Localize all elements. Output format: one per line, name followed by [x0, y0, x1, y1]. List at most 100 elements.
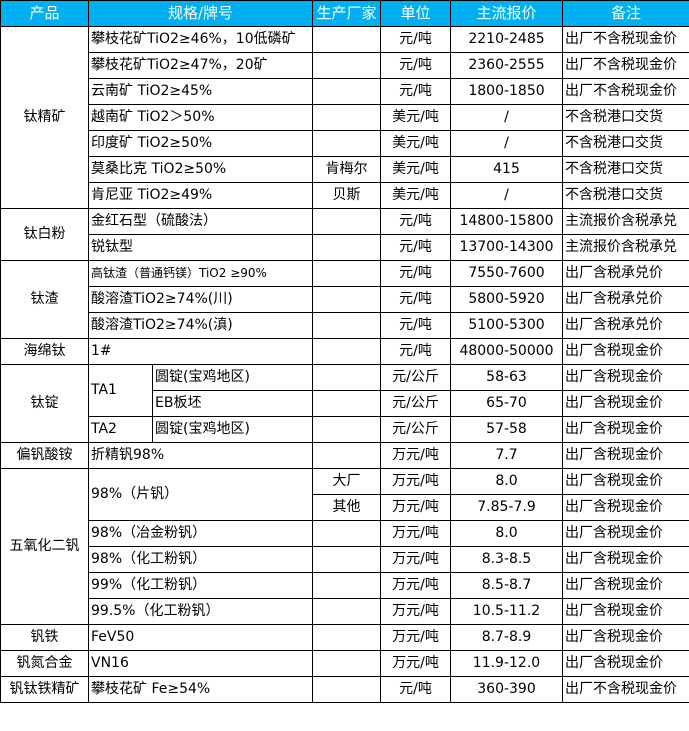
spec-cell: 越南矿 TiO2＞50%	[88, 104, 313, 131]
price-cell: 8.3-8.5	[450, 546, 563, 573]
table-row: TA2 圆锭(宝鸡地区) 元/公斤 57-58 出厂含税现金价	[1, 416, 689, 443]
unit-cell: 万元/吨	[380, 624, 451, 651]
maker-cell	[312, 286, 381, 313]
unit-cell: 元/吨	[380, 78, 451, 105]
header-row: 产品 规格/牌号 生产厂家 单位 主流报价 备注	[0, 0, 689, 27]
sub-spec-cell: 圆锭(宝鸡地区)	[152, 416, 313, 443]
unit-cell: 元/吨	[380, 234, 451, 261]
spec-cell: 云南矿 TiO2≥45%	[88, 78, 313, 105]
table-row: 云南矿 TiO2≥45% 元/吨 1800-1850 出厂不含税现金价	[1, 78, 689, 105]
spec-cell: FeV50	[88, 624, 313, 651]
spec-cell: 攀枝花矿 Fe≥54%	[88, 676, 313, 703]
maker-cell	[312, 650, 381, 677]
unit-cell: 元/吨	[380, 676, 451, 703]
table-row: 98%（化工粉钒） 万元/吨 8.3-8.5 出厂含税现金价	[1, 546, 689, 573]
spec-cell: 高钛渣（普通钙镁）TiO2 ≥90%	[88, 260, 313, 287]
spec-cell: 98%（冶金粉钒）	[88, 520, 313, 547]
price-table: 产品 规格/牌号 生产厂家 单位 主流报价 备注 钛精矿 攀枝花矿TiO2≥46%…	[0, 0, 689, 703]
note-cell: 出厂不含税现金价	[562, 26, 689, 53]
maker-cell	[312, 416, 381, 443]
unit-cell: 万元/吨	[380, 572, 451, 599]
price-cell: 415	[450, 156, 563, 183]
price-cell: 2210-2485	[450, 26, 563, 53]
unit-cell: 万元/吨	[380, 468, 451, 495]
table-row: 钛白粉 金红石型（硫酸法） 元/吨 14800-15800 主流报价含税承兑	[0, 208, 689, 261]
unit-cell: 元/公斤	[380, 364, 451, 391]
product-cell: 钛白粉	[0, 208, 89, 261]
table-row: 钛精矿 攀枝花矿TiO2≥46%，10低磷矿 元/吨 2210-2485 出厂不含税现金…	[0, 26, 689, 209]
spec-cell: 攀枝花矿TiO2≥47%，20矿	[88, 52, 313, 79]
maker-cell	[312, 26, 381, 53]
maker-cell	[312, 572, 381, 599]
product-cell: 钛锭	[0, 364, 89, 443]
unit-cell: 美元/吨	[380, 104, 451, 131]
maker-cell	[312, 78, 381, 105]
price-cell: 58-63	[450, 364, 563, 391]
note-cell: 出厂含税现金价	[562, 416, 689, 443]
note-cell: 出厂含税现金价	[562, 650, 689, 677]
product-cell: 钒钛铁精矿	[0, 676, 89, 703]
spec-cell: 锐钛型	[88, 234, 313, 261]
note-cell: 出厂含税现金价	[562, 572, 689, 599]
product-cell: 钛精矿	[0, 26, 89, 209]
header-note: 备注	[562, 0, 689, 27]
unit-cell: 万元/吨	[380, 546, 451, 573]
spec-cell: TA1	[88, 364, 153, 417]
price-cell: 360-390	[450, 676, 563, 703]
maker-cell	[312, 312, 381, 339]
product-cell: 钛渣	[0, 260, 89, 339]
price-cell: 5800-5920	[450, 286, 563, 313]
maker-cell	[312, 52, 381, 79]
note-cell: 不含税港口交货	[562, 182, 689, 209]
note-cell: 出厂含税承兑价	[562, 312, 689, 339]
maker-cell: 其他	[312, 494, 381, 521]
price-cell: /	[450, 104, 563, 131]
header-product: 产品	[0, 0, 89, 27]
table-row: 偏钒酸铵 折精钒98% 万元/吨 7.7 出厂含税现金价	[0, 442, 689, 469]
note-cell: 出厂含税现金价	[562, 468, 689, 495]
table-row: 98%（冶金粉钒） 万元/吨 8.0 出厂含税现金价	[1, 520, 689, 547]
note-cell: 出厂含税现金价	[562, 520, 689, 547]
maker-cell	[312, 130, 381, 157]
unit-cell: 美元/吨	[380, 156, 451, 183]
unit-cell: 元/公斤	[380, 390, 451, 417]
header-price: 主流报价	[450, 0, 563, 27]
maker-cell	[312, 676, 381, 703]
unit-cell: 万元/吨	[380, 494, 451, 521]
price-cell: 11.9-12.0	[450, 650, 563, 677]
spec-cell: 金红石型（硫酸法）	[88, 208, 313, 235]
unit-cell: 万元/吨	[380, 598, 451, 625]
note-cell: 出厂含税承兑价	[562, 260, 689, 287]
unit-cell: 美元/吨	[380, 182, 451, 209]
price-cell: 2360-2555	[450, 52, 563, 79]
table-row: 钛渣 高钛渣（普通钙镁）TiO2 ≥90% 元/吨 7550-7600 出厂含税承兑价	[0, 260, 689, 339]
maker-cell: 大厂	[312, 468, 381, 495]
maker-cell	[312, 338, 381, 365]
price-cell: 57-58	[450, 416, 563, 443]
unit-cell: 元/吨	[380, 338, 451, 365]
unit-cell: 万元/吨	[380, 520, 451, 547]
maker-cell	[312, 520, 381, 547]
table-row: 钛锭 TA1 圆锭(宝鸡地区) 元/公斤 58-63 出厂含税现金价	[0, 364, 689, 443]
maker-cell	[312, 390, 381, 417]
note-cell: 出厂含税现金价	[562, 624, 689, 651]
note-cell: 出厂含税现金价	[562, 598, 689, 625]
maker-cell	[312, 546, 381, 573]
product-cell: 钒铁	[0, 624, 89, 651]
note-cell: 出厂含税承兑价	[562, 286, 689, 313]
maker-cell	[312, 624, 381, 651]
spec-cell: VN16	[88, 650, 313, 677]
note-cell: 不含税港口交货	[562, 156, 689, 183]
header-unit: 单位	[380, 0, 451, 27]
product-cell: 五氧化二钒	[0, 468, 89, 625]
table-row: 莫桑比克 TiO2≥50% 肯梅尔 美元/吨 415 不含税港口交货	[1, 156, 689, 183]
header-spec: 规格/牌号	[88, 0, 313, 27]
product-cell: 钒氮合金	[0, 650, 89, 677]
maker-cell	[312, 208, 381, 235]
table-row: 越南矿 TiO2＞50% 美元/吨 / 不含税港口交货	[1, 104, 689, 131]
unit-cell: 元/吨	[380, 286, 451, 313]
price-cell: 8.7-8.9	[450, 624, 563, 651]
price-cell: 8.5-8.7	[450, 572, 563, 599]
spec-cell: 1#	[88, 338, 313, 365]
note-cell: 出厂含税现金价	[562, 442, 689, 469]
